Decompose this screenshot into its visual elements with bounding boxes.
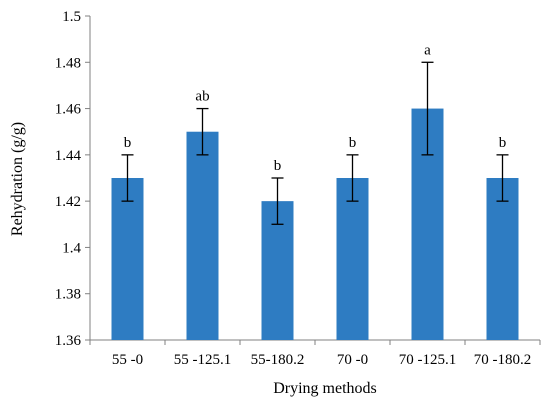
x-axis: 55 -0 55 -125.1 55-180.2 70 -0 70 -125.1 70 -… bbox=[89, 339, 541, 368]
bar bbox=[186, 131, 219, 340]
y-tick-label: 1.46 bbox=[55, 102, 82, 118]
y-tick-label: 1.36 bbox=[55, 333, 82, 349]
significance-label: ab bbox=[195, 89, 209, 105]
y-axis-title: Rehydration (g/g) bbox=[9, 122, 26, 236]
x-tick-label: 70 -180.2 bbox=[474, 352, 532, 368]
bar bbox=[111, 178, 144, 340]
y-tick-label: 1.38 bbox=[55, 287, 81, 303]
y-tick-label: 1.48 bbox=[55, 55, 81, 71]
x-tick-label: 55 -125.1 bbox=[174, 352, 232, 368]
x-tick-label: 55 -0 bbox=[112, 352, 143, 368]
y-tick-label: 1.44 bbox=[55, 148, 82, 164]
y-tick-label: 1.42 bbox=[55, 194, 81, 210]
bar bbox=[336, 178, 369, 340]
x-tick-label: 55-180.2 bbox=[251, 352, 305, 368]
significance-label: a bbox=[424, 42, 431, 58]
y-tick-label: 1.5 bbox=[62, 9, 81, 25]
significance-label: b bbox=[499, 135, 507, 151]
error-bars bbox=[121, 61, 509, 225]
y-axis: 1.36 1.38 1.4 1.42 1.44 1.46 1.48 1.5 bbox=[55, 9, 91, 349]
bars bbox=[111, 108, 519, 340]
y-tick-label: 1.4 bbox=[62, 240, 81, 256]
x-tick-label: 70 -0 bbox=[337, 352, 368, 368]
significance-label: b bbox=[124, 135, 132, 151]
significance-label: b bbox=[274, 158, 282, 174]
significance-label: b bbox=[349, 135, 357, 151]
x-axis-title: Drying methods bbox=[273, 380, 377, 397]
x-tick-label: 70 -125.1 bbox=[399, 352, 457, 368]
bar bbox=[486, 178, 519, 340]
